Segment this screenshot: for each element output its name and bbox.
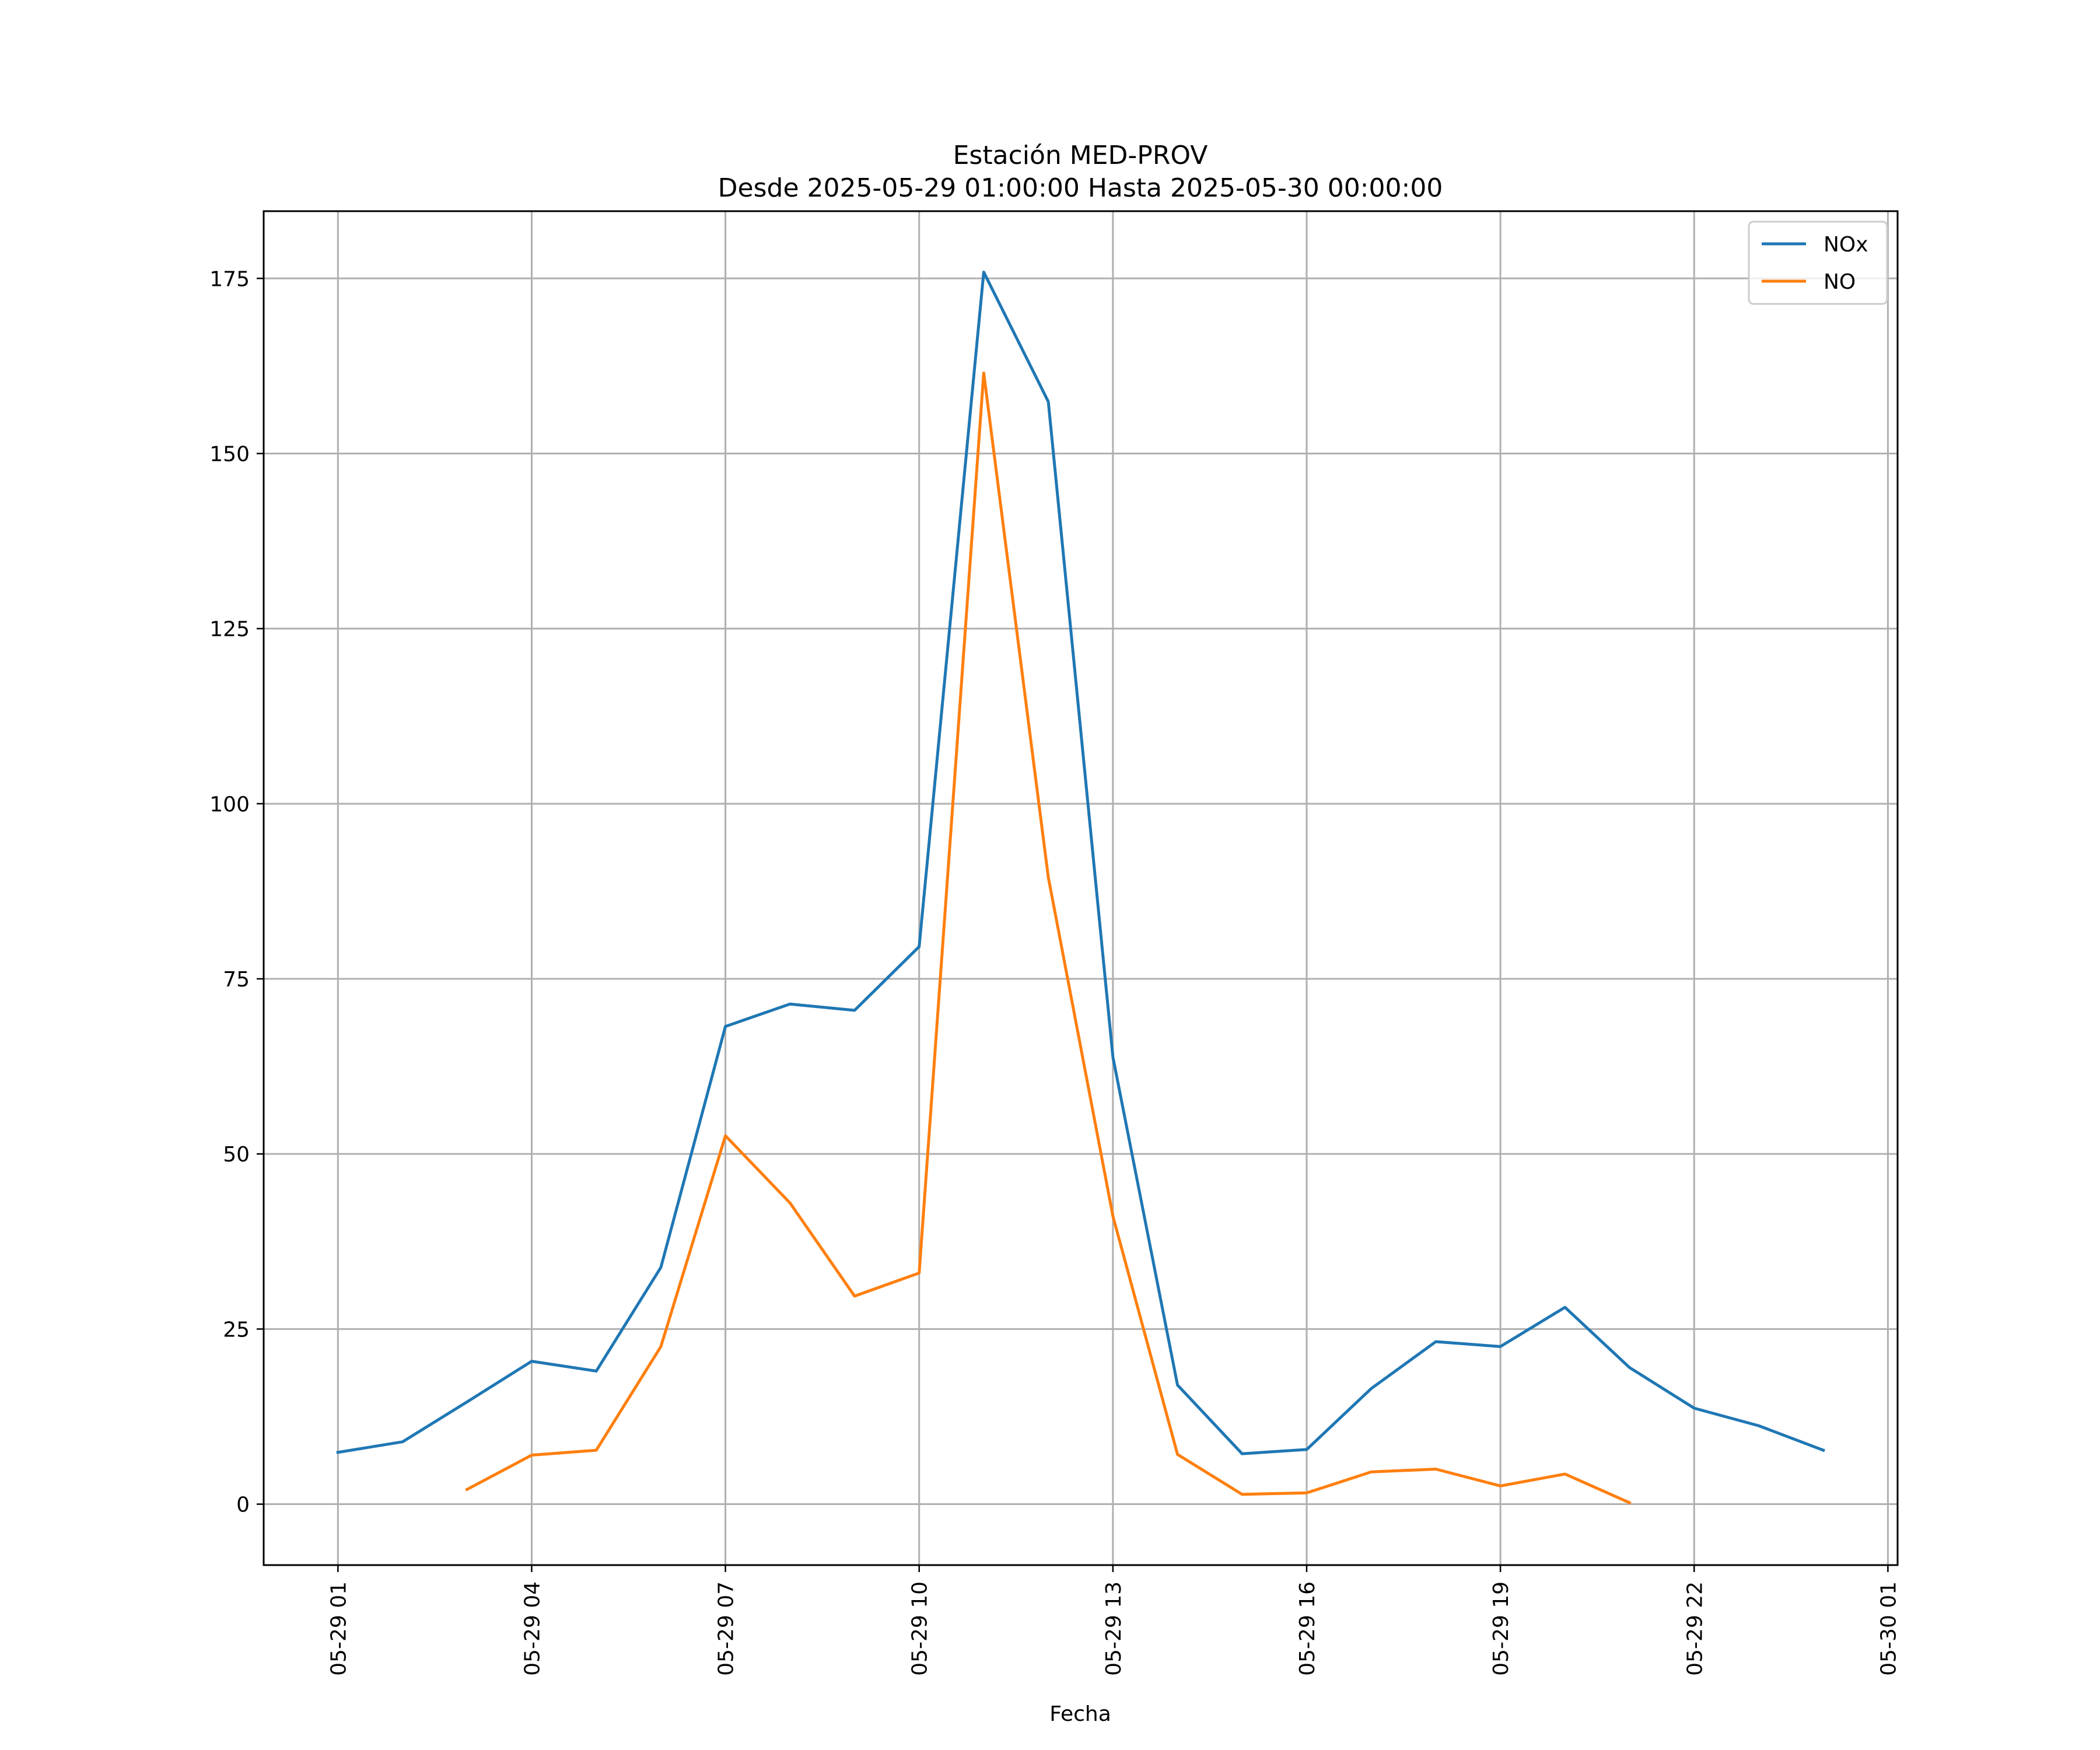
- y-tick-label: 50: [223, 1143, 250, 1167]
- y-tick-label: 100: [209, 793, 250, 817]
- chart-subtitle: Desde 2025-05-29 01:00:00 Hasta 2025-05-…: [718, 173, 1443, 203]
- legend-box: [1748, 220, 1888, 305]
- x-axis-label: Fecha: [1049, 1702, 1111, 1726]
- legend-label-nox: NOx: [1824, 233, 1868, 257]
- x-tick-label: 05-29 01: [327, 1581, 351, 1676]
- y-tick-label: 0: [236, 1493, 250, 1517]
- y-tick-label: 125: [209, 618, 250, 642]
- series-line-no: [465, 371, 1632, 1505]
- legend: NOx NO: [1748, 220, 1888, 305]
- x-tick-label: 05-30 01: [1877, 1581, 1901, 1676]
- chart-title: Estación MED-PROV: [953, 141, 1208, 170]
- y-axis: 0 25 50 75 100 125 150 175: [209, 267, 264, 1517]
- plot-frame: [262, 210, 1899, 1566]
- x-tick-label: 05-29 16: [1296, 1581, 1320, 1676]
- legend-label-no: NO: [1824, 270, 1856, 294]
- x-tick-label: 05-29 19: [1489, 1581, 1513, 1676]
- y-tick-label: 25: [223, 1318, 250, 1342]
- x-tick-label: 05-29 22: [1683, 1581, 1707, 1676]
- x-tick-label: 05-29 04: [520, 1581, 544, 1676]
- x-tick-label: 05-29 10: [908, 1581, 932, 1676]
- y-tick-label: 175: [209, 267, 250, 291]
- y-tick-label: 150: [209, 442, 250, 466]
- y-tick-label: 75: [223, 968, 250, 992]
- grid-layer: [264, 211, 1898, 1565]
- series-line-nox: [336, 271, 1825, 1455]
- x-tick-label: 05-29 13: [1102, 1581, 1126, 1676]
- series-layer: [336, 271, 1825, 1505]
- x-axis: 05-29 01 05-29 04 05-29 07 05-29 10 05-29 13…: [327, 1565, 1901, 1676]
- x-tick-label: 05-29 07: [715, 1581, 738, 1676]
